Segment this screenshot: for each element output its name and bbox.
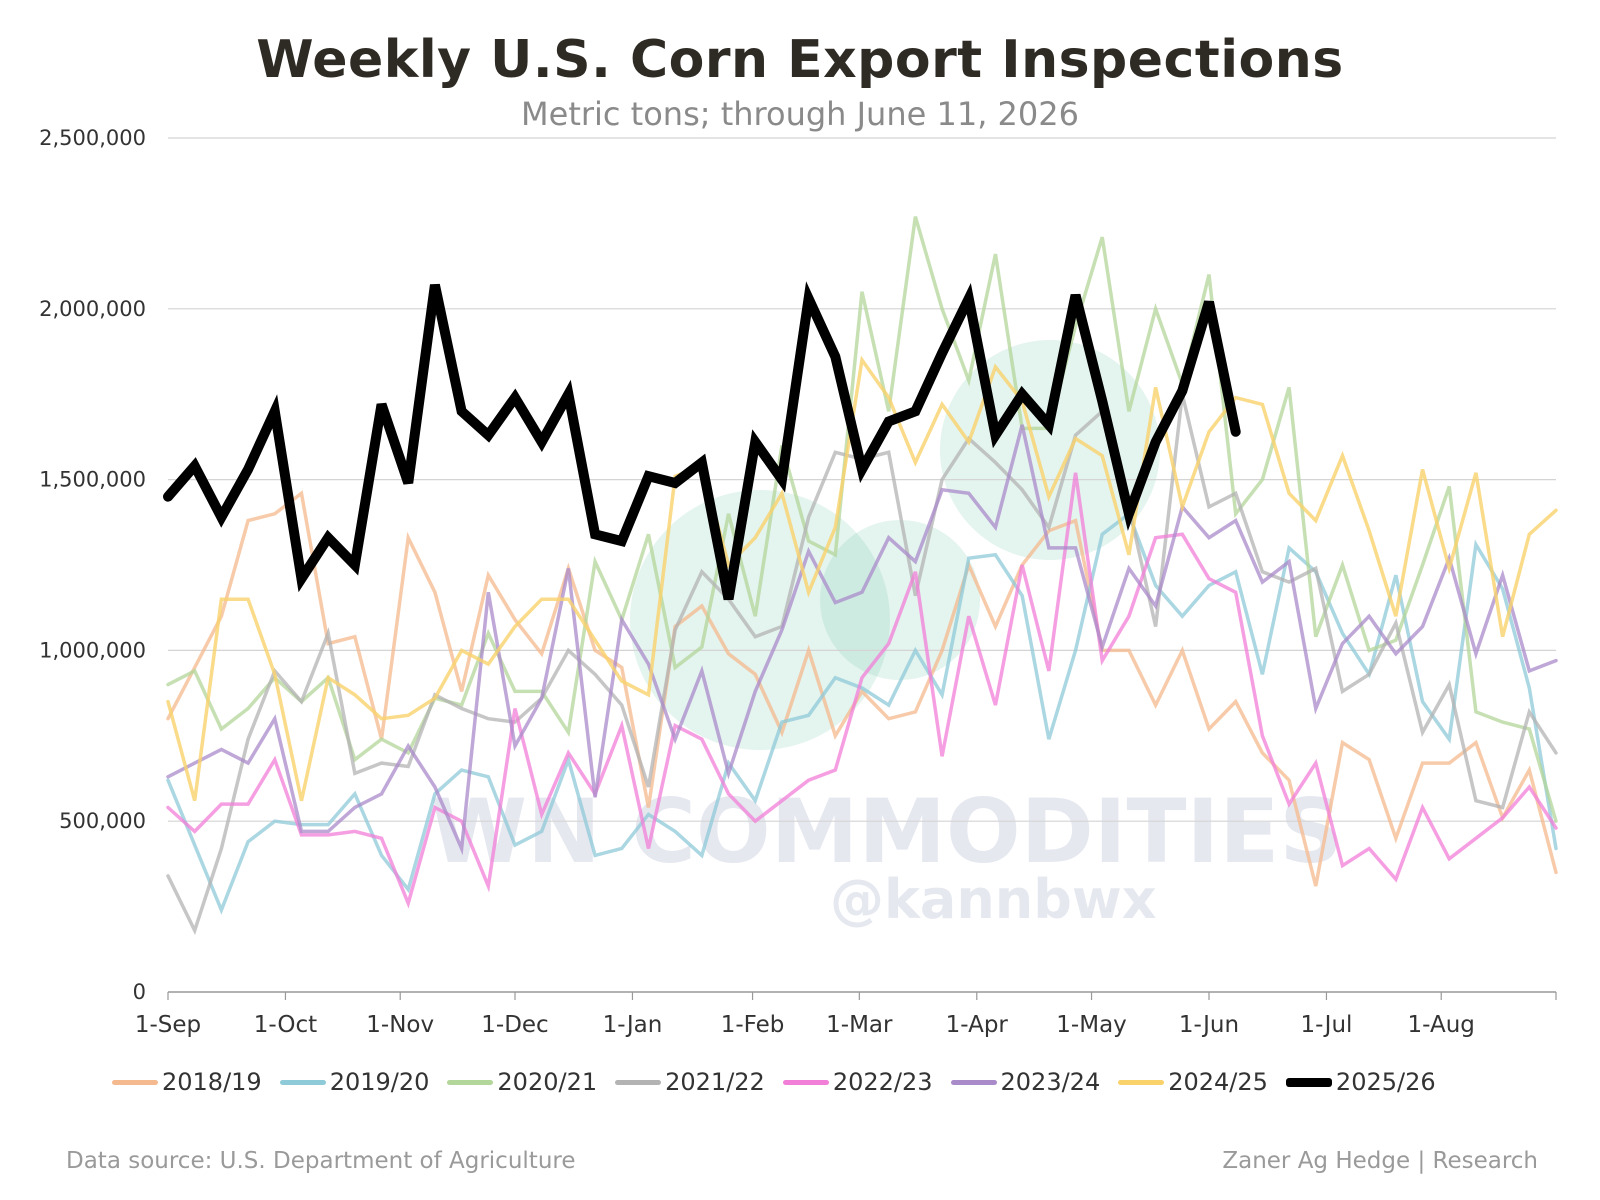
series-line-2025-26 [163,281,1241,601]
x-tick-label: 1-Oct [254,1012,317,1038]
series-line-2023-24 [166,424,1558,856]
chart-subtitle: Metric tons; through June 11, 2026 [521,95,1079,133]
chart-title: Weekly U.S. Corn Export Inspections [256,30,1344,90]
x-tick-label: 1-Feb [721,1012,785,1038]
x-tick-label: 1-Aug [1408,1012,1475,1038]
data-source: Data source: U.S. Department of Agricult… [66,1148,576,1174]
legend-swatch [447,1079,494,1085]
series-line-2024-25 [166,355,1558,802]
legend-swatch [1118,1079,1165,1085]
legend-label: 2020/21 [497,1068,598,1096]
legend-item-2023-24: 2023/24 [950,1068,1101,1096]
legend-label: 2019/20 [329,1068,430,1096]
watermark-text: WN COMMODITIES [430,780,1343,883]
legend-swatch [782,1079,829,1085]
legend-item-2024-25: 2024/25 [1118,1068,1268,1096]
legend-label: 2022/23 [832,1068,933,1096]
x-tick-label: 1-Mar [826,1012,893,1038]
x-tick-label: 1-Nov [366,1012,434,1038]
legend-swatch [950,1079,997,1085]
x-axis: 1-Sep 1-Oct 1-Nov 1-Dec 1-Jan 1-Feb 1-Mar 1-Apr… [135,992,1557,1038]
legend-item-2025-26: 2025/26 [1285,1068,1436,1096]
legend-label: 2021/22 [665,1068,765,1096]
legend-label: 2024/25 [1168,1068,1268,1096]
series-line-2022-23 [166,472,1558,909]
watermark-handle: @kannbwx [830,868,1157,931]
x-tick-label: 1-May [1056,1012,1126,1038]
watermark-logo-shape [820,520,980,680]
legend-swatch [279,1079,326,1085]
x-tick-label: 1-Jul [1300,1012,1352,1038]
legend-label: 2018/19 [162,1068,262,1096]
legend-label: 2025/26 [1335,1068,1436,1096]
series-lines [163,216,1558,936]
y-tick-label: 0 [133,980,146,1004]
y-tick-label: 1,500,000 [39,468,146,492]
legend: 2018/19 2019/20 2020/21 2021/22 2022/23 2023/… [112,1068,1436,1096]
y-tick-label: 1,000,000 [39,638,146,662]
legend-item-2018-19: 2018/19 [112,1068,262,1096]
credit: Zaner Ag Hedge | Research [1222,1148,1538,1174]
legend-item-2021-22: 2021/22 [615,1068,765,1096]
y-tick-label: 2,500,000 [39,126,146,150]
x-tick-label: 1-Jun [1179,1012,1239,1038]
series-line-2018-19 [166,490,1558,887]
series-line-2020-21 [166,216,1558,823]
y-tick-label: 500,000 [59,809,146,833]
legend-label: 2023/24 [1000,1068,1101,1096]
y-tick-label: 2,000,000 [39,297,146,321]
legend-swatch [1285,1077,1332,1087]
x-tick-label: 1-Sep [135,1012,201,1038]
x-tick-label: 1-Apr [946,1012,1009,1038]
y-axis: 0 500,000 1,000,000 1,500,000 2,000,000 2,500… [39,126,146,1004]
legend-swatch [615,1079,662,1085]
x-tick-label: 1-Dec [481,1012,548,1038]
legend-item-2020-21: 2020/21 [447,1068,597,1096]
legend-item-2019-20: 2019/20 [279,1068,430,1096]
legend-item-2022-23: 2022/23 [782,1068,933,1096]
legend-swatch [112,1079,158,1085]
x-tick-label: 1-Jan [603,1012,663,1038]
